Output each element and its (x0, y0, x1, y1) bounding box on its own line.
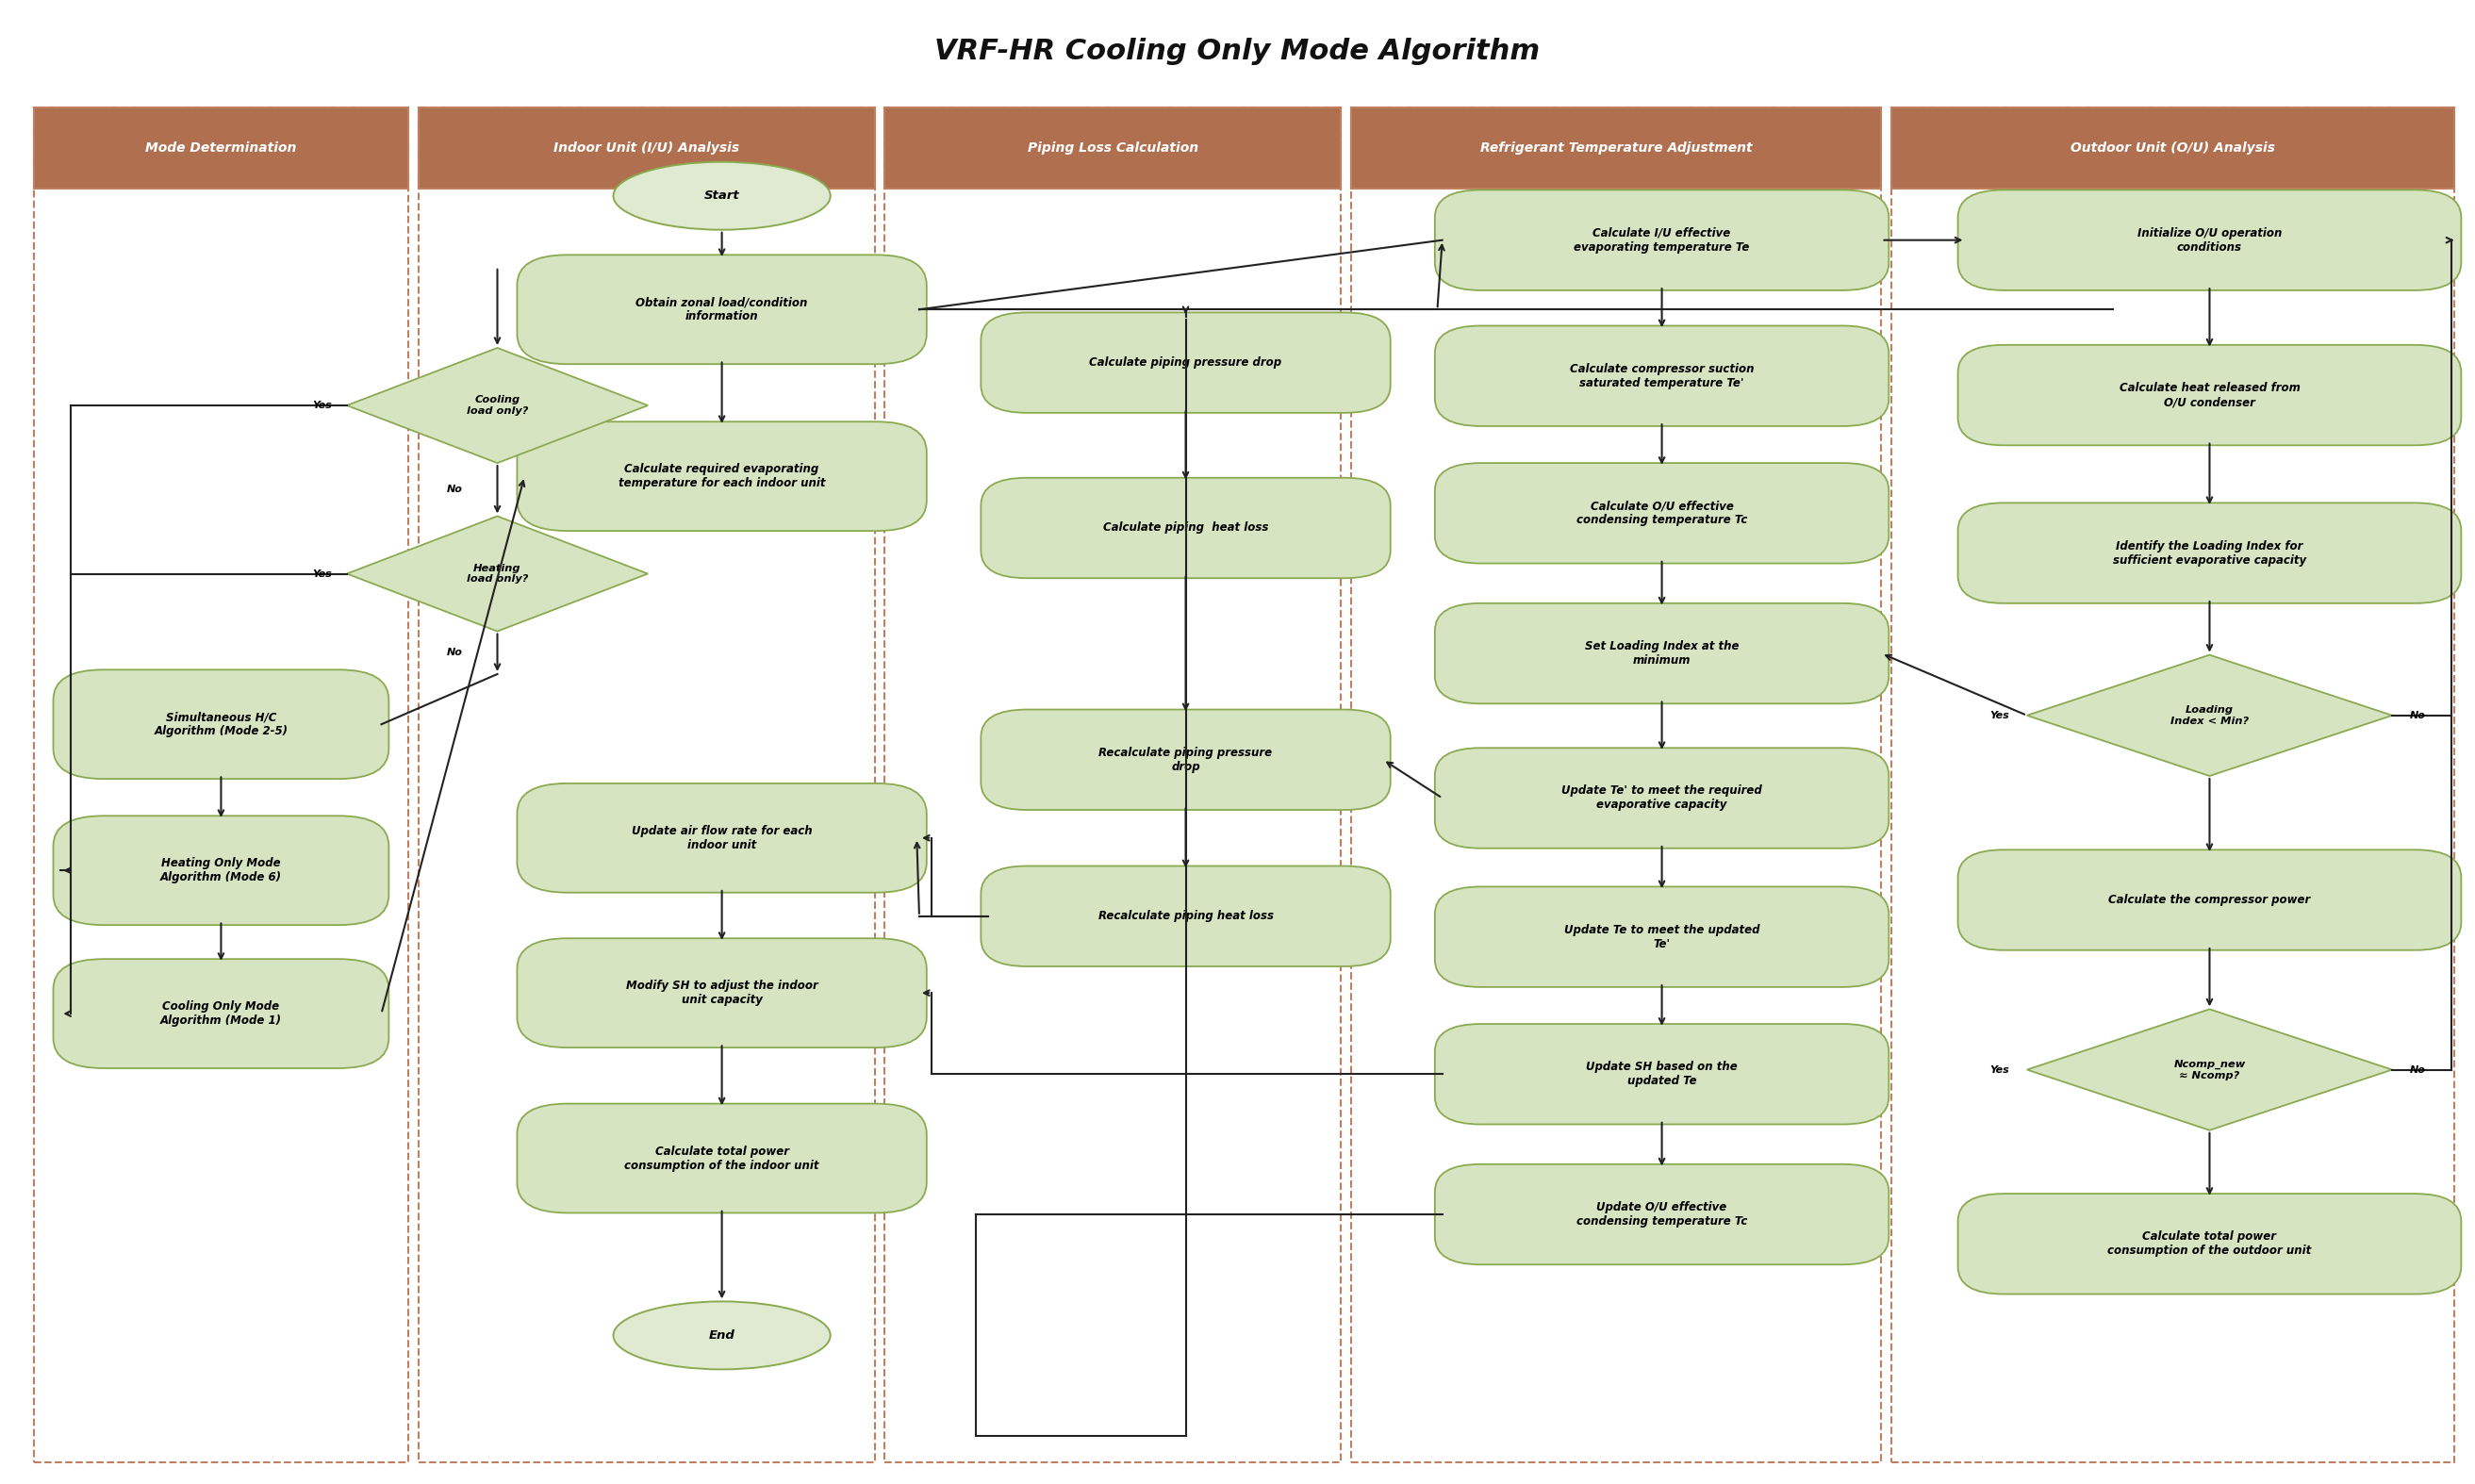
Text: Calculate the compressor power: Calculate the compressor power (2109, 893, 2312, 907)
FancyBboxPatch shape (1958, 850, 2460, 950)
Text: Calculate piping pressure drop: Calculate piping pressure drop (1089, 356, 1282, 368)
Text: Yes: Yes (312, 568, 332, 579)
Text: Recalculate piping heat loss: Recalculate piping heat loss (1099, 910, 1272, 923)
FancyBboxPatch shape (54, 669, 389, 779)
Ellipse shape (614, 1301, 832, 1370)
Text: Identify the Loading Index for
sufficient evaporative capacity: Identify the Loading Index for sufficien… (2114, 540, 2307, 567)
Text: End: End (708, 1330, 735, 1342)
Text: Update Te' to meet the required
evaporative capacity: Update Te' to meet the required evaporat… (1562, 785, 1762, 812)
Text: Recalculate piping pressure
drop: Recalculate piping pressure drop (1099, 746, 1272, 773)
FancyBboxPatch shape (1436, 463, 1888, 564)
Text: Calculate piping  heat loss: Calculate piping heat loss (1104, 522, 1267, 534)
FancyBboxPatch shape (1436, 325, 1888, 426)
Ellipse shape (614, 162, 832, 230)
FancyBboxPatch shape (517, 784, 926, 892)
Text: Update SH based on the
updated Te: Update SH based on the updated Te (1586, 1061, 1737, 1088)
Text: Yes: Yes (1990, 1066, 2010, 1074)
Text: Initialize O/U operation
conditions: Initialize O/U operation conditions (2138, 227, 2282, 254)
Bar (1891, 107, 2453, 188)
Text: No: No (448, 485, 463, 494)
Text: Heating Only Mode
Algorithm (Mode 6): Heating Only Mode Algorithm (Mode 6) (161, 858, 282, 883)
Text: Cooling Only Mode
Algorithm (Mode 1): Cooling Only Mode Algorithm (Mode 1) (161, 1000, 282, 1027)
Polygon shape (2027, 1009, 2393, 1131)
FancyBboxPatch shape (1958, 190, 2460, 291)
Text: Calculate total power
consumption of the outdoor unit: Calculate total power consumption of the… (2109, 1230, 2312, 1257)
Text: Calculate required evaporating
temperature for each indoor unit: Calculate required evaporating temperatu… (619, 463, 824, 490)
FancyBboxPatch shape (980, 313, 1391, 413)
Text: Yes: Yes (1990, 711, 2010, 720)
FancyBboxPatch shape (980, 709, 1391, 810)
Text: Calculate total power
consumption of the indoor unit: Calculate total power consumption of the… (624, 1146, 819, 1171)
FancyBboxPatch shape (1436, 748, 1888, 849)
FancyBboxPatch shape (1436, 190, 1888, 291)
Polygon shape (347, 516, 648, 631)
Bar (35, 107, 408, 188)
FancyBboxPatch shape (1958, 503, 2460, 603)
FancyBboxPatch shape (1436, 1163, 1888, 1264)
FancyBboxPatch shape (1436, 1024, 1888, 1125)
Text: Calculate I/U effective
evaporating temperature Te: Calculate I/U effective evaporating temp… (1574, 227, 1750, 254)
Text: VRF-HR Cooling Only Mode Algorithm: VRF-HR Cooling Only Mode Algorithm (936, 37, 1539, 65)
Text: Update O/U effective
condensing temperature Tc: Update O/U effective condensing temperat… (1577, 1201, 1747, 1227)
Bar (884, 107, 1341, 188)
Text: Simultaneous H/C
Algorithm (Mode 2-5): Simultaneous H/C Algorithm (Mode 2-5) (153, 711, 287, 738)
FancyBboxPatch shape (517, 938, 926, 1048)
Polygon shape (347, 347, 648, 463)
Bar (1891, 107, 2453, 1462)
FancyBboxPatch shape (517, 421, 926, 531)
FancyBboxPatch shape (1436, 603, 1888, 703)
Text: No: No (448, 649, 463, 657)
Text: Mode Determination: Mode Determination (146, 141, 297, 154)
Text: Calculate heat released from
O/U condenser: Calculate heat released from O/U condens… (2119, 381, 2299, 408)
Bar (1351, 107, 1881, 1462)
FancyBboxPatch shape (1958, 344, 2460, 445)
Text: Modify SH to adjust the indoor
unit capacity: Modify SH to adjust the indoor unit capa… (626, 979, 817, 1006)
FancyBboxPatch shape (1436, 886, 1888, 987)
FancyBboxPatch shape (54, 959, 389, 1068)
Bar (35, 107, 408, 1462)
Text: Heating
load only?: Heating load only? (465, 564, 527, 583)
Text: Update air flow rate for each
indoor unit: Update air flow rate for each indoor uni… (631, 825, 812, 852)
Polygon shape (2027, 654, 2393, 776)
Bar (1351, 107, 1881, 188)
FancyBboxPatch shape (54, 816, 389, 925)
Text: No: No (2408, 1066, 2426, 1074)
Text: Start: Start (703, 190, 740, 202)
Text: Refrigerant Temperature Adjustment: Refrigerant Temperature Adjustment (1480, 141, 1752, 154)
Text: Calculate compressor suction
saturated temperature Te': Calculate compressor suction saturated t… (1569, 362, 1755, 389)
Text: Obtain zonal load/condition
information: Obtain zonal load/condition information (636, 297, 807, 322)
FancyBboxPatch shape (517, 1104, 926, 1212)
Text: Outdoor Unit (O/U) Analysis: Outdoor Unit (O/U) Analysis (2069, 141, 2275, 154)
Bar (884, 107, 1341, 1462)
Text: Update Te to meet the updated
Te': Update Te to meet the updated Te' (1564, 923, 1760, 950)
FancyBboxPatch shape (1958, 1193, 2460, 1294)
Text: Cooling
load only?: Cooling load only? (465, 395, 527, 416)
Text: Calculate O/U effective
condensing temperature Tc: Calculate O/U effective condensing tempe… (1577, 500, 1747, 527)
Text: Indoor Unit (I/U) Analysis: Indoor Unit (I/U) Analysis (554, 141, 740, 154)
Text: No: No (2408, 711, 2426, 720)
FancyBboxPatch shape (980, 867, 1391, 966)
Bar (418, 107, 874, 188)
Bar (418, 107, 874, 1462)
Text: Piping Loss Calculation: Piping Loss Calculation (1027, 141, 1198, 154)
FancyBboxPatch shape (980, 478, 1391, 579)
Text: Loading
Index < Min?: Loading Index < Min? (2171, 705, 2250, 726)
Text: Ncomp_new
≈ Ncomp?: Ncomp_new ≈ Ncomp? (2173, 1060, 2245, 1080)
Text: Set Loading Index at the
minimum: Set Loading Index at the minimum (1584, 640, 1740, 666)
FancyBboxPatch shape (517, 255, 926, 364)
Text: Yes: Yes (312, 401, 332, 410)
